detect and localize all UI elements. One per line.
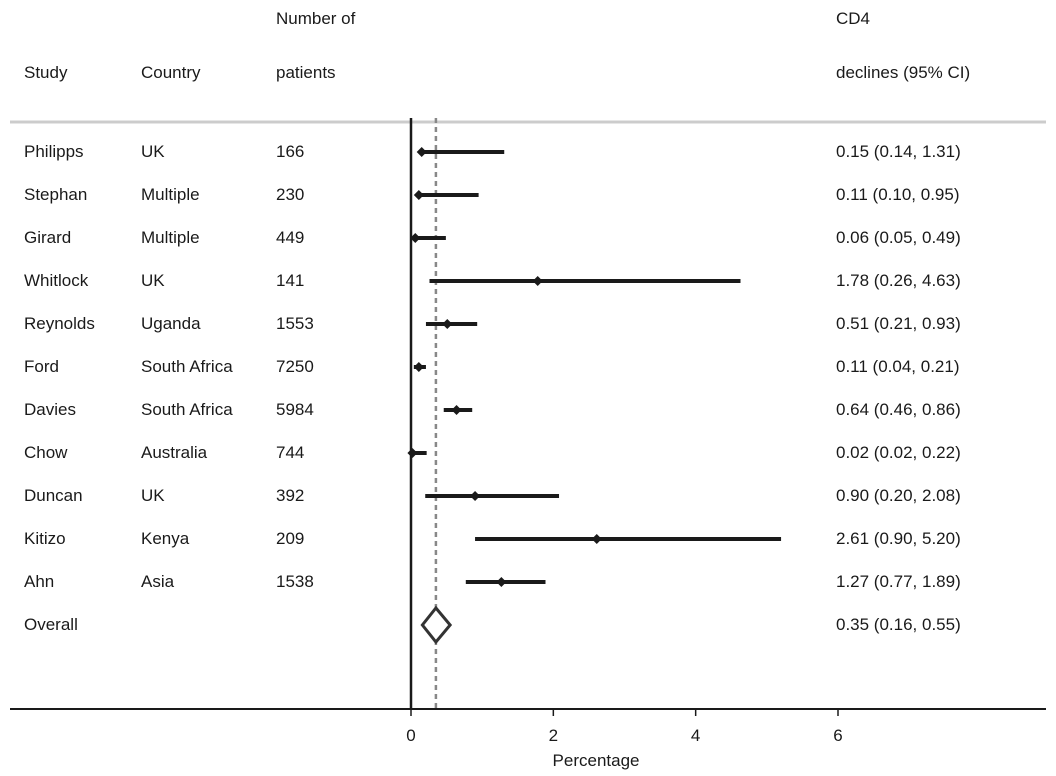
point-estimate bbox=[416, 147, 427, 157]
row-patients: 392 bbox=[276, 486, 305, 505]
row-ci-text: 0.90 (0.20, 2.08) bbox=[836, 486, 961, 505]
point-estimate bbox=[407, 448, 418, 458]
point-estimate bbox=[413, 362, 424, 372]
point-estimate bbox=[591, 534, 602, 544]
header-patients-line2: patients bbox=[276, 63, 336, 82]
row-country: UK bbox=[141, 142, 165, 161]
row-patients: 449 bbox=[276, 228, 305, 247]
header-country: Country bbox=[141, 63, 201, 82]
row-patients: 166 bbox=[276, 142, 305, 161]
overall-ci-text: 0.35 (0.16, 0.55) bbox=[836, 615, 961, 634]
row-study: Duncan bbox=[24, 486, 83, 505]
row-country: Uganda bbox=[141, 314, 201, 333]
x-axis-label: Percentage bbox=[553, 751, 640, 770]
row-patients: 141 bbox=[276, 271, 305, 290]
row-study: Kitizo bbox=[24, 529, 66, 548]
row-study: Chow bbox=[24, 443, 68, 462]
row-country: South Africa bbox=[141, 357, 233, 376]
point-estimate bbox=[470, 491, 481, 501]
row-country: UK bbox=[141, 486, 165, 505]
row-country: Kenya bbox=[141, 529, 190, 548]
row-study: Stephan bbox=[24, 185, 88, 204]
row-patients: 230 bbox=[276, 185, 305, 204]
row-study: Davies bbox=[24, 400, 76, 419]
row-patients: 1553 bbox=[276, 314, 314, 333]
row-study: Philipps bbox=[24, 142, 84, 161]
row-country: South Africa bbox=[141, 400, 233, 419]
point-estimate bbox=[442, 319, 453, 329]
row-study: Girard bbox=[24, 228, 72, 247]
row-country: Asia bbox=[141, 572, 175, 591]
row-study: Ford bbox=[24, 357, 59, 376]
row-study: Ahn bbox=[24, 572, 55, 591]
x-tick-label: 0 bbox=[406, 726, 415, 745]
row-country: Australia bbox=[141, 443, 208, 462]
x-tick-label: 6 bbox=[833, 726, 842, 745]
point-estimate bbox=[496, 577, 507, 587]
row-ci-text: 0.06 (0.05, 0.49) bbox=[836, 228, 961, 247]
row-ci-text: 0.64 (0.46, 0.86) bbox=[836, 400, 961, 419]
row-patients: 1538 bbox=[276, 572, 314, 591]
row-ci-text: 0.15 (0.14, 1.31) bbox=[836, 142, 961, 161]
x-tick-label: 4 bbox=[691, 726, 700, 745]
row-patients: 5984 bbox=[276, 400, 314, 419]
row-study: Whitlock bbox=[24, 271, 89, 290]
row-study: Reynolds bbox=[24, 314, 95, 333]
row-ci-text: 1.27 (0.77, 1.89) bbox=[836, 572, 961, 591]
header-patients-line1: Number of bbox=[276, 9, 356, 28]
header-ci-line2: declines (95% CI) bbox=[836, 63, 971, 82]
row-ci-text: 0.11 (0.04, 0.21) bbox=[836, 357, 960, 376]
x-tick-label: 2 bbox=[549, 726, 558, 745]
header-study: Study bbox=[24, 63, 68, 82]
row-patients: 209 bbox=[276, 529, 305, 548]
header-ci-line1: CD4 bbox=[836, 9, 871, 28]
point-estimate bbox=[532, 276, 543, 286]
overall-label: Overall bbox=[24, 615, 78, 634]
row-patients: 7250 bbox=[276, 357, 314, 376]
row-ci-text: 0.11 (0.10, 0.95) bbox=[836, 185, 960, 204]
overall-diamond bbox=[420, 605, 453, 645]
row-country: Multiple bbox=[141, 185, 200, 204]
row-ci-text: 0.51 (0.21, 0.93) bbox=[836, 314, 961, 333]
point-estimate bbox=[451, 405, 462, 415]
row-ci-text: 0.02 (0.02, 0.22) bbox=[836, 443, 961, 462]
point-estimate bbox=[410, 233, 421, 243]
row-ci-text: 1.78 (0.26, 4.63) bbox=[836, 271, 961, 290]
point-estimate bbox=[413, 190, 424, 200]
row-patients: 744 bbox=[276, 443, 305, 462]
row-country: UK bbox=[141, 271, 165, 290]
row-ci-text: 2.61 (0.90, 5.20) bbox=[836, 529, 961, 548]
row-country: Multiple bbox=[141, 228, 200, 247]
